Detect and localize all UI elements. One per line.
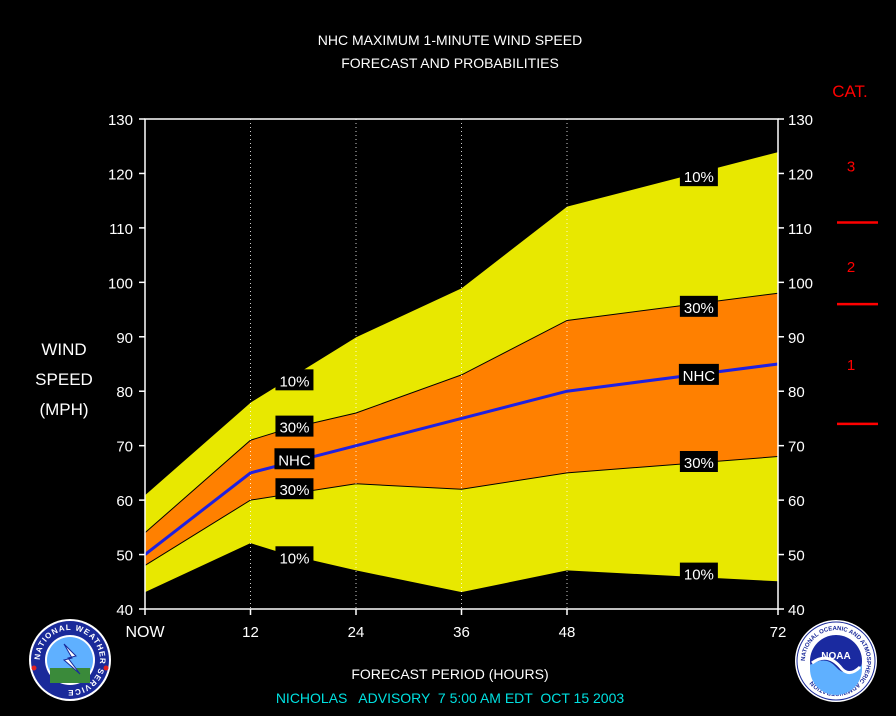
y-tick-label-right-130: 130 — [788, 112, 813, 129]
y-tick-label-right-120: 120 — [788, 166, 813, 183]
annotation-box-7 — [678, 363, 719, 385]
ylabel-line2: SPEED — [35, 370, 93, 389]
x-tick-label-48: 48 — [559, 624, 576, 641]
category-scale: CAT. 3 2 1 — [832, 82, 878, 426]
annotation-label-6: 30% — [679, 295, 718, 317]
axis-layer: 40 40 50 50 60 60 70 70 80 80 90 90 100 100 110 110 120 1… — [108, 112, 813, 641]
annotation-box-6 — [679, 295, 718, 317]
band-10-percent-upper-edge — [144, 151, 779, 496]
y-tick-label-right-90: 90 — [788, 330, 805, 347]
annotation-label-8: 30% — [679, 451, 718, 472]
x-tick-label-24: 24 — [348, 624, 365, 641]
noaa-logo: NATIONAL OCEANIC AND ATMOSPHERIC ADMINIS… — [795, 620, 877, 702]
nhc-forecast-line — [144, 362, 779, 556]
y-tick-label-left-130: 130 — [108, 112, 133, 129]
annotation-box-1 — [275, 415, 314, 437]
y-tick-label-left-80: 80 — [116, 384, 133, 401]
x-tick-label-NOW: NOW — [125, 624, 165, 641]
y-tick-label-right-60: 60 — [788, 493, 805, 510]
annotation-box-2 — [274, 448, 315, 470]
y-tick-label-right-50: 50 — [788, 548, 805, 565]
annotation-text-0: 10% — [279, 373, 309, 390]
annotation-text-4: 10% — [279, 550, 309, 567]
annotation-label-0: 10% — [275, 369, 314, 391]
ylabel-line1: WIND — [41, 340, 86, 359]
y-tick-label-left-120: 120 — [108, 166, 133, 183]
annotation-label-5: 10% — [679, 165, 718, 187]
annotation-text-5: 10% — [684, 169, 714, 186]
category-title: CAT. — [832, 82, 868, 101]
annotation-text-9: 10% — [684, 567, 714, 584]
annotation-text-2: NHC — [278, 452, 311, 469]
nws-logo: NATIONAL WEATHER SERVICE — [29, 619, 111, 701]
annotation-box-8 — [679, 451, 718, 472]
annotation-box-5 — [679, 165, 718, 187]
y-tick-label-left-100: 100 — [108, 275, 133, 292]
annotation-text-7: NHC — [683, 368, 716, 385]
category-label-1: 1 — [847, 357, 855, 374]
annotation-box-0 — [275, 369, 314, 391]
chart-title-line2: FORECAST AND PROBABILITIES — [341, 55, 559, 71]
band-30-percent-upper-edge — [144, 292, 779, 534]
y-tick-label-right-80: 80 — [788, 384, 805, 401]
category-label-3: 3 — [847, 158, 855, 175]
y-tick-label-left-70: 70 — [116, 439, 133, 456]
x-tick-label-12: 12 — [242, 624, 259, 641]
x-tick-label-72: 72 — [770, 624, 787, 641]
y-tick-label-right-110: 110 — [788, 221, 812, 238]
xlabel: FORECAST PERIOD (HOURS) — [351, 666, 548, 682]
annotation-text-8: 30% — [684, 455, 714, 472]
label-layer: 10% 30% NHC 30% 10% 10% 30% NHC 30% 10% — [274, 165, 719, 584]
y-tick-label-right-70: 70 — [788, 439, 805, 456]
chart-title-line1: NHC MAXIMUM 1-MINUTE WIND SPEED — [318, 32, 582, 48]
annotation-label-9: 10% — [679, 562, 718, 584]
y-tick-label-left-90: 90 — [116, 330, 133, 347]
y-tick-label-left-50: 50 — [116, 548, 133, 565]
annotation-box-4 — [275, 546, 314, 568]
y-tick-label-right-40: 40 — [788, 602, 805, 619]
ylabel-line3: (MPH) — [39, 400, 88, 419]
annotation-text-1: 30% — [279, 420, 309, 437]
x-tick-label-36: 36 — [453, 624, 470, 641]
annotation-label-3: 30% — [275, 478, 314, 500]
annotation-label-2: NHC — [274, 448, 315, 470]
band-30-percent — [145, 293, 778, 566]
y-tick-label-left-40: 40 — [116, 602, 133, 619]
annotation-label-4: 10% — [275, 546, 314, 568]
category-label-2: 2 — [847, 259, 855, 276]
annotation-text-6: 30% — [684, 300, 714, 317]
annotation-label-7: NHC — [678, 363, 719, 385]
annotation-box-3 — [275, 478, 314, 500]
annotation-text-3: 30% — [279, 482, 309, 499]
y-tick-label-right-100: 100 — [788, 275, 813, 292]
noaa-logo-text: NOAA — [821, 651, 850, 662]
y-tick-label-left-110: 110 — [109, 221, 133, 238]
advisory-text: NICHOLAS ADVISORY 7 5:00 AM EDT OCT 15 2… — [276, 690, 625, 706]
y-tick-label-left-60: 60 — [116, 493, 133, 510]
annotation-label-1: 30% — [275, 415, 314, 437]
annotation-box-9 — [679, 562, 718, 584]
